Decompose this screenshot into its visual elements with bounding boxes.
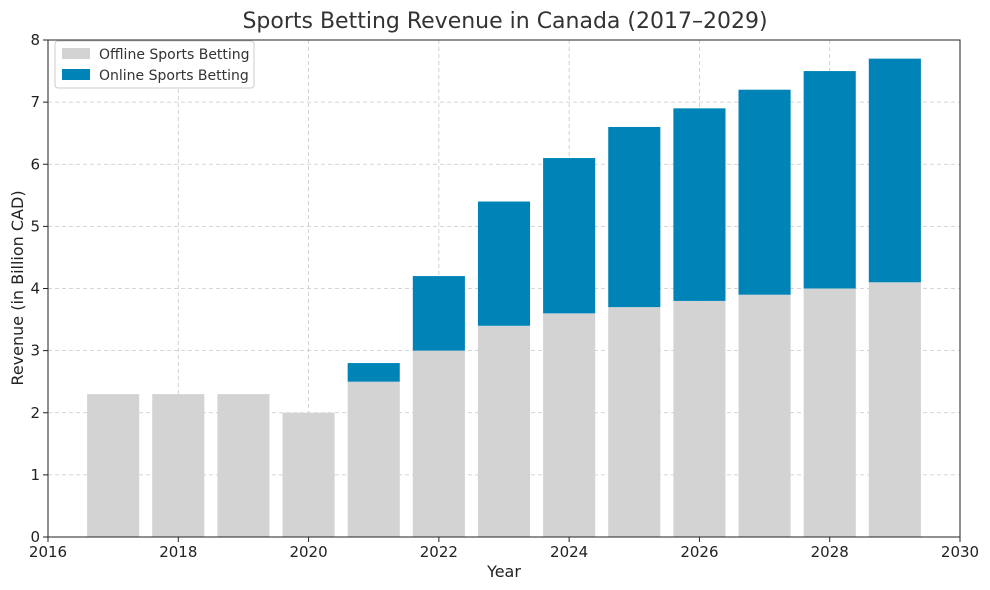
y-tick-label: 6 (30, 155, 40, 173)
x-axis-title: Year (486, 562, 521, 581)
chart-title: Sports Betting Revenue in Canada (2017–2… (242, 9, 767, 34)
x-tick-label: 2018 (159, 543, 197, 561)
bar-online-2025 (608, 126, 661, 308)
bar-offline-2021 (347, 381, 400, 537)
bar-offline-2019 (217, 394, 270, 537)
legend: Offline Sports Betting Online Sports Bet… (54, 40, 255, 89)
y-tick-label: 8 (30, 31, 40, 49)
bar-offline-2024 (543, 313, 596, 537)
x-tick-label: 2016 (29, 543, 67, 561)
bar-offline-2018 (152, 394, 205, 537)
bar-online-2021 (347, 363, 400, 382)
bar-online-2022 (412, 276, 465, 351)
legend-box (54, 40, 255, 89)
bar-offline-2020 (282, 412, 335, 537)
y-axis-title: Revenue (in Billion CAD) (8, 190, 27, 385)
bar-online-2027 (738, 89, 791, 295)
bar-online-2026 (673, 108, 726, 301)
bar-online-2023 (477, 201, 531, 326)
x-tick-label: 2020 (289, 543, 327, 561)
y-tick-label: 7 (30, 93, 40, 111)
bar-offline-2026 (673, 300, 726, 537)
bar-offline-2023 (477, 325, 531, 537)
x-tick-label: 2026 (680, 543, 718, 561)
bars (87, 58, 921, 537)
y-tick-label: 2 (30, 404, 40, 422)
y-tick-label: 0 (30, 528, 40, 546)
legend-label-online: Online Sports Betting (99, 68, 249, 84)
bar-offline-2017 (87, 394, 140, 537)
x-tick-label: 2028 (811, 543, 849, 561)
y-tick-label: 3 (30, 342, 40, 360)
bar-offline-2025 (608, 307, 661, 537)
legend-swatch-offline (62, 48, 90, 59)
bar-offline-2028 (803, 288, 856, 537)
bar-offline-2027 (738, 294, 791, 537)
x-tick-label: 2024 (550, 543, 588, 561)
y-tick-label: 4 (30, 280, 40, 298)
bar-online-2028 (803, 71, 856, 289)
legend-label-offline: Offline Sports Betting (99, 47, 250, 63)
bar-offline-2029 (868, 282, 921, 537)
y-axis-ticks: 0 1 2 3 4 5 6 7 8 (30, 31, 48, 546)
x-tick-label: 2030 (941, 543, 979, 561)
y-tick-label: 1 (30, 466, 40, 484)
x-axis-ticks: 2016 2018 2020 2022 2024 2026 2028 2030 (29, 537, 979, 561)
y-tick-label: 5 (30, 217, 40, 235)
x-tick-label: 2022 (420, 543, 458, 561)
bar-online-2024 (543, 158, 596, 314)
bar-online-2029 (868, 58, 921, 283)
bar-offline-2022 (412, 350, 465, 537)
legend-swatch-online (62, 69, 90, 80)
